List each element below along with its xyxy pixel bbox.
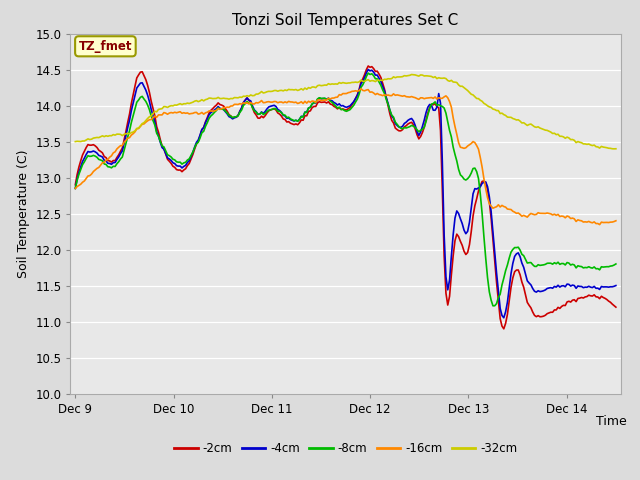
Legend: -2cm, -4cm, -8cm, -16cm, -32cm: -2cm, -4cm, -8cm, -16cm, -32cm: [170, 437, 522, 460]
Title: Tonzi Soil Temperatures Set C: Tonzi Soil Temperatures Set C: [232, 13, 459, 28]
Text: Time: Time: [596, 415, 627, 428]
Text: TZ_fmet: TZ_fmet: [79, 40, 132, 53]
Y-axis label: Soil Temperature (C): Soil Temperature (C): [17, 149, 29, 278]
